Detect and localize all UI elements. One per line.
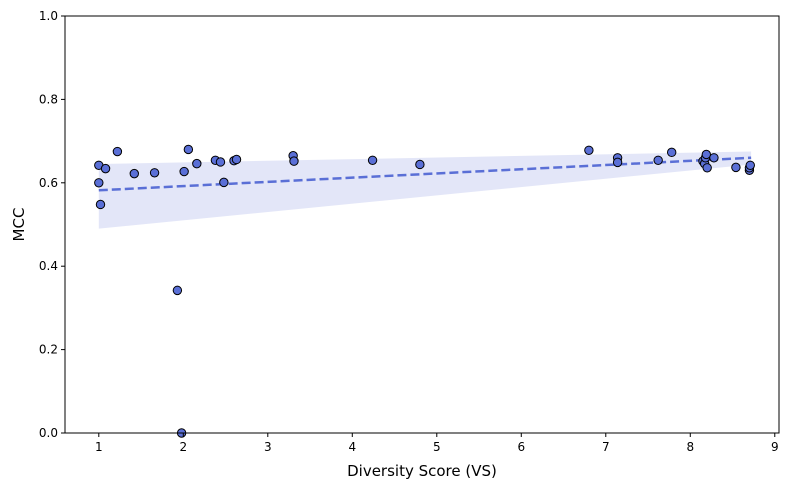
data-point xyxy=(709,153,719,163)
data-point xyxy=(94,178,104,188)
axes-frame xyxy=(64,15,780,434)
x-tick-label: 7 xyxy=(602,440,610,454)
data-point xyxy=(192,158,202,169)
data-point xyxy=(612,157,623,168)
y-axis-label: MCC xyxy=(10,208,28,242)
plot-area xyxy=(64,15,780,438)
data-point xyxy=(702,163,712,173)
x-tick-label: 8 xyxy=(686,440,694,454)
data-point xyxy=(289,156,299,166)
data-point xyxy=(666,147,677,158)
data-point xyxy=(584,145,594,155)
y-tick-label: 0.4 xyxy=(39,259,58,273)
y-tick-label: 1.0 xyxy=(39,9,58,23)
x-tick-label: 9 xyxy=(771,440,779,454)
x-tick-label: 6 xyxy=(517,440,525,454)
confidence-band xyxy=(98,151,752,229)
data-point xyxy=(112,146,123,157)
x-axis-label: Diversity Score (VS) xyxy=(347,462,497,480)
y-axis-ticks: 0.0 0.2 0.4 0.6 0.8 1.0 xyxy=(39,9,65,440)
data-point xyxy=(215,157,226,167)
x-tick-label: 3 xyxy=(264,440,272,454)
data-point xyxy=(95,199,106,210)
data-point xyxy=(149,168,160,178)
x-tick-label: 5 xyxy=(433,440,441,454)
data-point xyxy=(183,144,194,155)
data-point xyxy=(653,155,663,165)
x-axis-ticks: 1 2 3 4 5 6 7 8 9 xyxy=(95,433,779,454)
x-tick-label: 1 xyxy=(95,440,103,454)
data-point xyxy=(172,285,183,296)
data-point xyxy=(100,163,111,174)
data-point xyxy=(415,159,425,170)
data-point xyxy=(129,168,139,179)
x-tick-label: 2 xyxy=(179,440,187,454)
data-point xyxy=(731,162,741,173)
y-tick-label: 0.2 xyxy=(39,343,58,357)
y-tick-label: 0.6 xyxy=(39,176,58,190)
y-tick-label: 0.0 xyxy=(39,426,58,440)
data-point xyxy=(219,177,229,188)
y-tick-label: 0.8 xyxy=(39,92,58,106)
data-point xyxy=(231,154,242,165)
data-point xyxy=(179,166,189,177)
data-points xyxy=(94,144,755,438)
data-point xyxy=(745,160,755,170)
trend-line xyxy=(98,156,752,192)
data-point xyxy=(701,149,712,160)
x-tick-label: 4 xyxy=(348,440,356,454)
data-point xyxy=(367,155,378,165)
